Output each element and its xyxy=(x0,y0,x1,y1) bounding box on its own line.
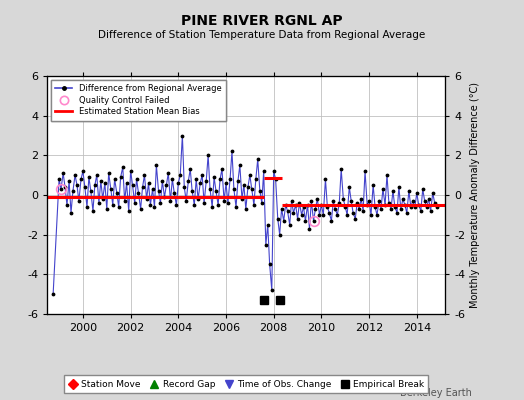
Text: Berkeley Earth: Berkeley Earth xyxy=(400,388,472,398)
Legend: Station Move, Record Gap, Time of Obs. Change, Empirical Break: Station Move, Record Gap, Time of Obs. C… xyxy=(64,376,428,394)
Legend: Difference from Regional Average, Quality Control Failed, Estimated Station Mean: Difference from Regional Average, Qualit… xyxy=(51,80,226,120)
Y-axis label: Monthly Temperature Anomaly Difference (°C): Monthly Temperature Anomaly Difference (… xyxy=(470,82,479,308)
Text: Difference of Station Temperature Data from Regional Average: Difference of Station Temperature Data f… xyxy=(99,30,425,40)
Text: PINE RIVER RGNL AP: PINE RIVER RGNL AP xyxy=(181,14,343,28)
